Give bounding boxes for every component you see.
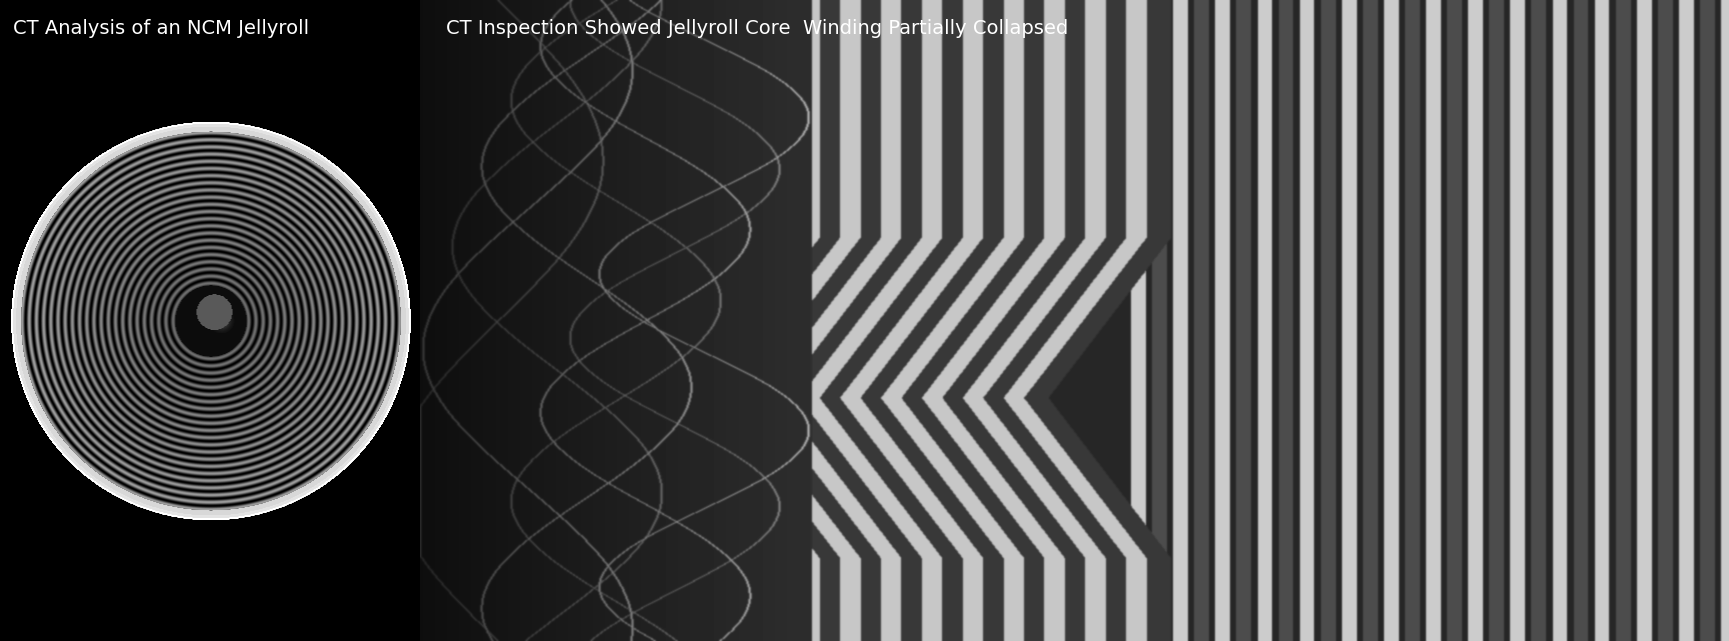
Text: CT Inspection Showed Jellyroll Core  Winding Partially Collapsed: CT Inspection Showed Jellyroll Core Wind… [446,19,1069,38]
Text: CT Analysis of an NCM Jellyroll: CT Analysis of an NCM Jellyroll [12,19,309,38]
